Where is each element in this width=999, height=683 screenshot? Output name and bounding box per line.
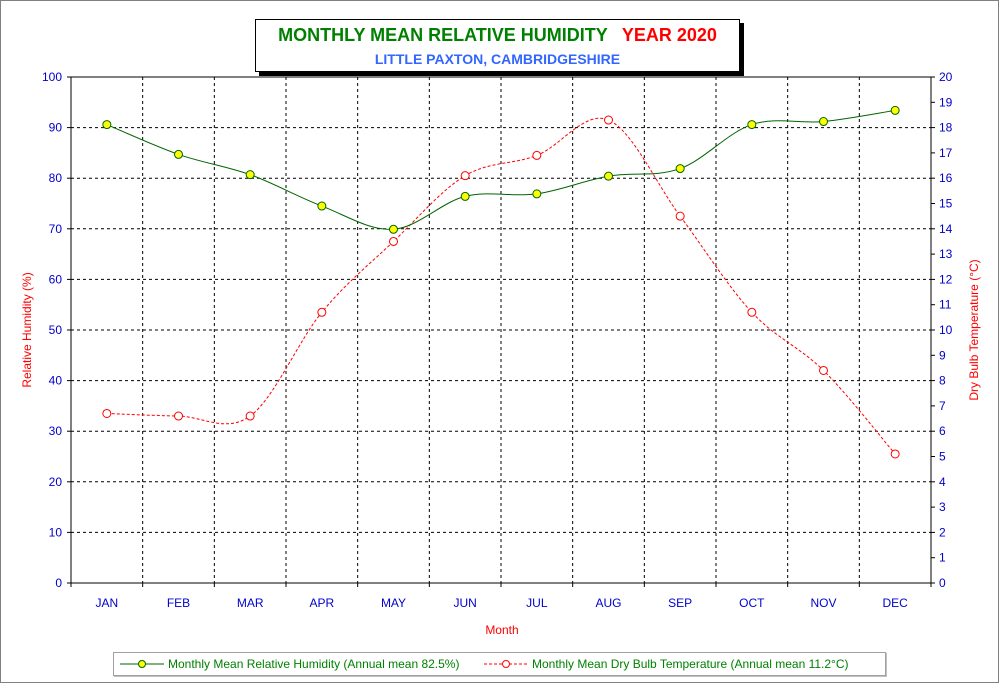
x-tick-label: FEB (167, 596, 190, 610)
humidity-point (317, 201, 327, 211)
humidity-point (389, 224, 398, 234)
legend-item-humidity: Monthly Mean Relative Humidity (Annual m… (120, 657, 459, 671)
x-tick-label: JUN (453, 596, 476, 610)
right-tick-label: 13 (939, 247, 953, 261)
left-tick-label: 90 (49, 121, 63, 135)
x-tick-label: MAR (237, 596, 264, 610)
x-tick-label: AUG (595, 596, 621, 610)
x-tick-label: JAN (95, 596, 118, 610)
temperature-point (460, 171, 470, 181)
right-tick-label: 18 (939, 121, 953, 135)
x-tick-label: NOV (810, 596, 836, 610)
right-tick-label: 2 (939, 525, 946, 539)
x-tick-label: MAY (381, 596, 406, 610)
temperature-point (532, 150, 542, 160)
temperature-point (317, 307, 327, 317)
left-tick-label: 50 (49, 323, 63, 337)
left-tick-label: 70 (49, 222, 63, 236)
humidity-point (174, 149, 183, 159)
left-tick-label: 80 (49, 171, 63, 185)
chart-title: MONTHLY MEAN RELATIVE HUMIDITY YEAR 2020 (256, 25, 739, 46)
humidity-point (890, 105, 900, 115)
series-layer (102, 105, 900, 459)
left-axis-ticks: 0 10 20 30 40 50 60 70 80 90 100 (42, 70, 71, 590)
right-tick-label: 0 (939, 576, 946, 590)
humidity-point (245, 170, 255, 180)
left-tick-label: 60 (49, 272, 63, 286)
left-tick-label: 10 (49, 525, 63, 539)
humidity-point (675, 164, 685, 174)
temperature-point (747, 307, 757, 317)
chart-title-year: YEAR 2020 (621, 25, 717, 45)
x-tick-label: OCT (739, 596, 765, 610)
chart-title-main: MONTHLY MEAN RELATIVE HUMIDITY (278, 25, 608, 45)
right-tick-label: 20 (939, 70, 953, 84)
temperature-point (174, 411, 183, 421)
x-tick-label: APR (309, 596, 334, 610)
right-tick-label: 15 (939, 197, 953, 211)
legend-item-temperature: Monthly Mean Dry Bulb Temperature (Annua… (484, 657, 849, 671)
right-tick-label: 12 (939, 272, 953, 286)
temperature-point (890, 449, 900, 459)
right-tick-label: 9 (939, 348, 946, 362)
legend-temperature-swatch (484, 660, 528, 668)
humidity-point (460, 191, 470, 201)
right-tick-label: 14 (939, 222, 953, 236)
y2-axis-title: Dry Bulb Temperature (°C) (967, 259, 981, 400)
y-axis-title: Relative Humidity (%) (20, 272, 34, 387)
x-tick-label: JUL (526, 596, 548, 610)
right-tick-label: 19 (939, 95, 953, 109)
left-tick-label: 100 (42, 70, 62, 84)
left-tick-label: 40 (49, 374, 63, 388)
humidity-point (819, 117, 828, 127)
right-tick-label: 3 (939, 500, 946, 514)
right-tick-label: 10 (939, 323, 953, 337)
humidity-point (102, 120, 112, 130)
right-tick-label: 1 (939, 551, 946, 565)
legend-temperature-label: Monthly Mean Dry Bulb Temperature (Annua… (532, 657, 849, 671)
left-tick-label: 30 (49, 424, 63, 438)
temperature-point (604, 115, 613, 125)
right-tick-label: 16 (939, 171, 953, 185)
x-tick-label: SEP (668, 596, 692, 610)
temperature-point (389, 236, 398, 246)
legend-humidity-swatch (120, 660, 164, 668)
humidity-point (532, 189, 542, 199)
right-tick-label: 8 (939, 374, 946, 388)
temperature-point (102, 408, 112, 418)
chart-subtitle: LITTLE PAXTON, CAMBRIDGESHIRE (374, 51, 621, 67)
x-axis-ticks: JAN FEB MAR APR MAY JUN JUL AUG SEP OCT NOV DEC (70, 583, 932, 610)
right-tick-label: 11 (939, 298, 952, 312)
humidity-point (747, 120, 757, 130)
right-tick-label: 17 (939, 146, 953, 160)
humidity-point (604, 171, 613, 181)
right-tick-label: 6 (939, 424, 946, 438)
right-tick-label: 5 (939, 450, 946, 464)
chart-title-box: MONTHLY MEAN RELATIVE HUMIDITY YEAR 2020 … (255, 19, 740, 72)
chart-legend: Monthly Mean Relative Humidity (Annual m… (113, 652, 886, 676)
temperature-point (245, 411, 255, 421)
left-tick-label: 0 (55, 576, 62, 590)
temperature-point (675, 211, 685, 221)
right-tick-label: 4 (939, 475, 946, 489)
legend-humidity-label: Monthly Mean Relative Humidity (Annual m… (168, 657, 460, 671)
left-tick-label: 20 (49, 475, 63, 489)
grid-lines (71, 77, 931, 583)
temperature-point (819, 365, 828, 375)
x-tick-label: DEC (882, 596, 908, 610)
right-tick-label: 7 (939, 399, 946, 413)
x-axis-title: Month (485, 623, 518, 637)
